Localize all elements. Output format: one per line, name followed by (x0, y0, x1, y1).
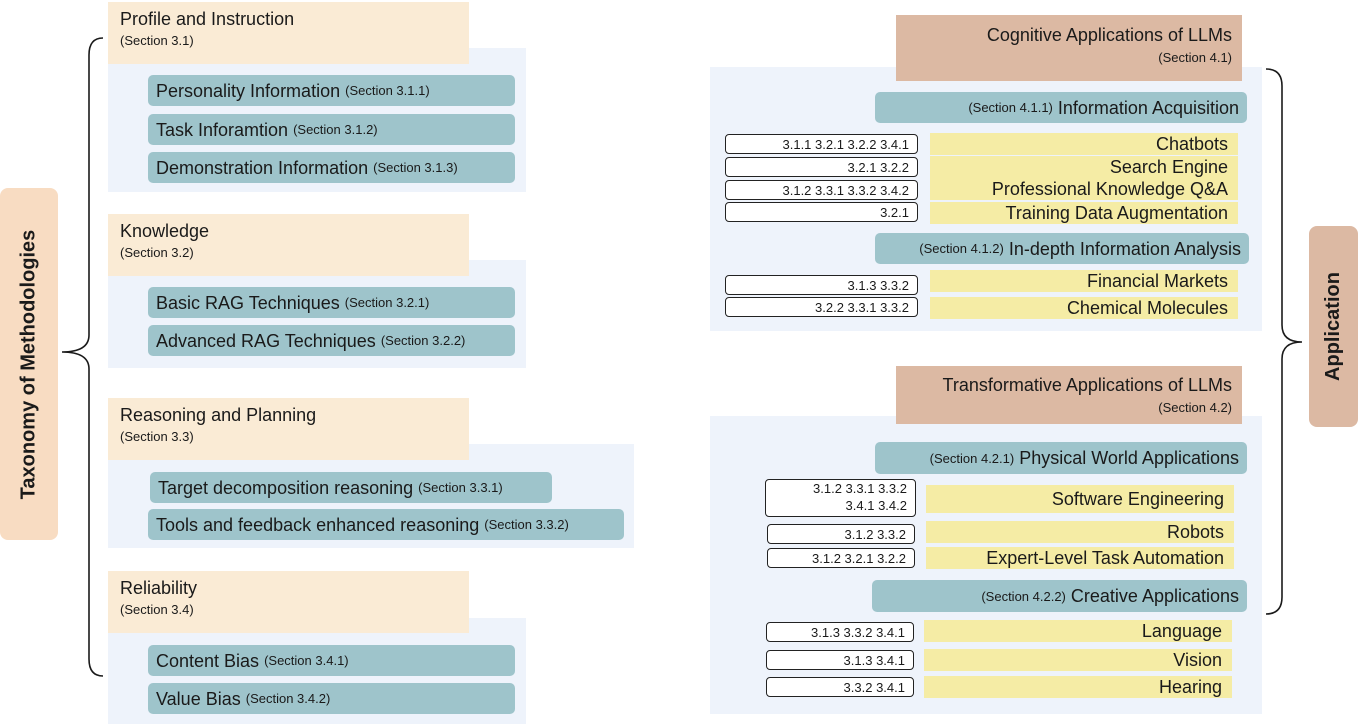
transformative-section: (Section 4.2) (1158, 400, 1232, 415)
method-label: Demonstration Information (156, 157, 369, 178)
right-brace (1265, 68, 1303, 615)
cognitive-header: Cognitive Applications of LLMs (Section … (896, 15, 1242, 81)
group-reasoning-header: Reasoning and Planning (Section 3.3) (108, 398, 469, 460)
group-section: (Section 3.4) (120, 602, 194, 617)
subsection-section: (Section 4.2.2) (981, 588, 1066, 604)
method-item-task: Task Inforamtion (Section 3.1.2) (148, 114, 515, 145)
group-section: (Section 3.2) (120, 245, 194, 260)
subsection-label: Creative Applications (1070, 586, 1239, 606)
method-item-personality: Personality Information (Section 3.1.1) (148, 75, 515, 106)
section-refs: 3.1.3 3.3.2 (725, 275, 918, 295)
subsection-label: In-depth Information Analysis (1008, 238, 1241, 259)
section-refs: 3.3.2 3.4.1 (766, 677, 914, 697)
section-refs: 3.1.1 3.2.1 3.2.2 3.4.1 (725, 134, 918, 154)
app-software-engineering: Software Engineering (926, 485, 1234, 513)
method-item-target-decomposition: Target decomposition reasoning (Section … (150, 472, 552, 503)
group-profile-header: Profile and Instruction (Section 3.1) (108, 2, 469, 64)
method-section: (Section 3.3.2) (484, 517, 569, 532)
subsection-label: Physical World Applications (1019, 448, 1239, 468)
app-search-engine: Search Engine (930, 156, 1238, 178)
subsection-information-acquisition: (Section 4.1.1) Information Acquisition (875, 92, 1247, 123)
section-refs: 3.2.1 3.2.2 (725, 157, 918, 177)
method-section: (Section 3.2.1) (344, 295, 430, 310)
app-professional-knowledge-qa: Professional Knowledge Q&A (930, 178, 1238, 200)
app-chatbots: Chatbots (930, 133, 1238, 155)
application-label-text: Application (1322, 272, 1345, 381)
app-expert-task-automation: Expert-Level Task Automation (926, 547, 1234, 569)
app-language: Language (924, 620, 1232, 642)
method-section: (Section 3.1.3) (373, 160, 458, 175)
method-label: Advanced RAG Techniques (156, 330, 376, 351)
method-section: (Section 3.3.1) (418, 480, 503, 495)
method-label: Value Bias (156, 688, 241, 709)
method-section: (Section 3.1.2) (293, 122, 378, 137)
section-refs: 3.1.2 3.3.1 3.3.2 3.4.1 3.4.2 (765, 479, 916, 517)
group-knowledge-header: Knowledge (Section 3.2) (108, 214, 469, 276)
subsection-creative: (Section 4.2.2) Creative Applications (872, 580, 1247, 612)
method-item-tools-feedback: Tools and feedback enhanced reasoning (S… (148, 509, 624, 540)
subsection-physical-world: (Section 4.2.1) Physical World Applicati… (875, 442, 1247, 474)
method-item-demonstration: Demonstration Information (Section 3.1.3… (148, 152, 515, 183)
section-refs: 3.1.3 3.3.2 3.4.1 (766, 622, 914, 642)
method-item-value-bias: Value Bias (Section 3.4.2) (148, 683, 515, 714)
taxonomy-label: Taxonomy of Methodologies (0, 188, 58, 540)
group-title: Reasoning and Planning (120, 405, 317, 425)
refs-line: 3.4.1 3.4.2 (845, 498, 907, 513)
cognitive-title: Cognitive Applications of LLMs (986, 25, 1232, 45)
app-robots: Robots (926, 521, 1234, 543)
app-vision: Vision (924, 649, 1232, 671)
method-label: Personality Information (156, 80, 341, 101)
refs-line: 3.1.2 3.3.1 3.3.2 (813, 481, 907, 497)
left-brace (61, 37, 104, 677)
group-section: (Section 3.3) (120, 429, 194, 444)
transformative-title: Transformative Applications of LLMs (942, 375, 1232, 395)
method-label: Tools and feedback enhanced reasoning (156, 514, 480, 535)
method-section: (Section 3.4.1) (264, 653, 349, 668)
section-refs: 3.1.2 3.2.1 3.2.2 (767, 548, 915, 568)
app-training-data-augmentation: Training Data Augmentation (930, 202, 1238, 224)
section-refs: 3.2.1 (725, 202, 918, 222)
method-label: Basic RAG Techniques (156, 292, 340, 313)
app-chemical-molecules: Chemical Molecules (930, 297, 1238, 319)
app-hearing: Hearing (924, 676, 1232, 698)
group-title: Reliability (120, 578, 198, 598)
subsection-section: (Section 4.1.2) (919, 241, 1004, 256)
method-item-advanced-rag: Advanced RAG Techniques (Section 3.2.2) (148, 325, 515, 356)
section-refs: 3.1.2 3.3.2 (767, 524, 915, 544)
cognitive-section: (Section 4.1) (1158, 50, 1232, 65)
taxonomy-label-text: Taxonomy of Methodologies (17, 229, 40, 499)
subsection-in-depth-analysis: (Section 4.1.2) In-depth Information Ana… (875, 233, 1249, 264)
group-reliability-header: Reliability (Section 3.4) (108, 571, 469, 633)
method-label: Task Inforamtion (156, 119, 289, 140)
method-item-basic-rag: Basic RAG Techniques (Section 3.2.1) (148, 287, 515, 318)
section-refs: 3.1.3 3.4.1 (766, 650, 914, 670)
subsection-section: (Section 4.1.1) (968, 100, 1053, 115)
group-title: Knowledge (120, 221, 210, 241)
group-title: Profile and Instruction (120, 9, 295, 29)
application-label: Application (1309, 226, 1358, 427)
subsection-section: (Section 4.2.1) (929, 450, 1015, 466)
method-label: Content Bias (156, 650, 260, 671)
subsection-label: Information Acquisition (1057, 97, 1239, 118)
method-item-content-bias: Content Bias (Section 3.4.1) (148, 645, 515, 676)
group-section: (Section 3.1) (120, 33, 194, 48)
method-section: (Section 3.1.1) (345, 83, 430, 98)
method-section: (Section 3.2.2) (380, 333, 466, 348)
section-refs: 3.2.2 3.3.1 3.3.2 (725, 297, 918, 317)
method-label: Target decomposition reasoning (158, 477, 414, 498)
app-financial-markets: Financial Markets (930, 270, 1238, 292)
transformative-header: Transformative Applications of LLMs (Sec… (896, 366, 1242, 424)
method-section: (Section 3.4.2) (245, 691, 331, 706)
section-refs: 3.1.2 3.3.1 3.3.2 3.4.2 (725, 180, 918, 200)
